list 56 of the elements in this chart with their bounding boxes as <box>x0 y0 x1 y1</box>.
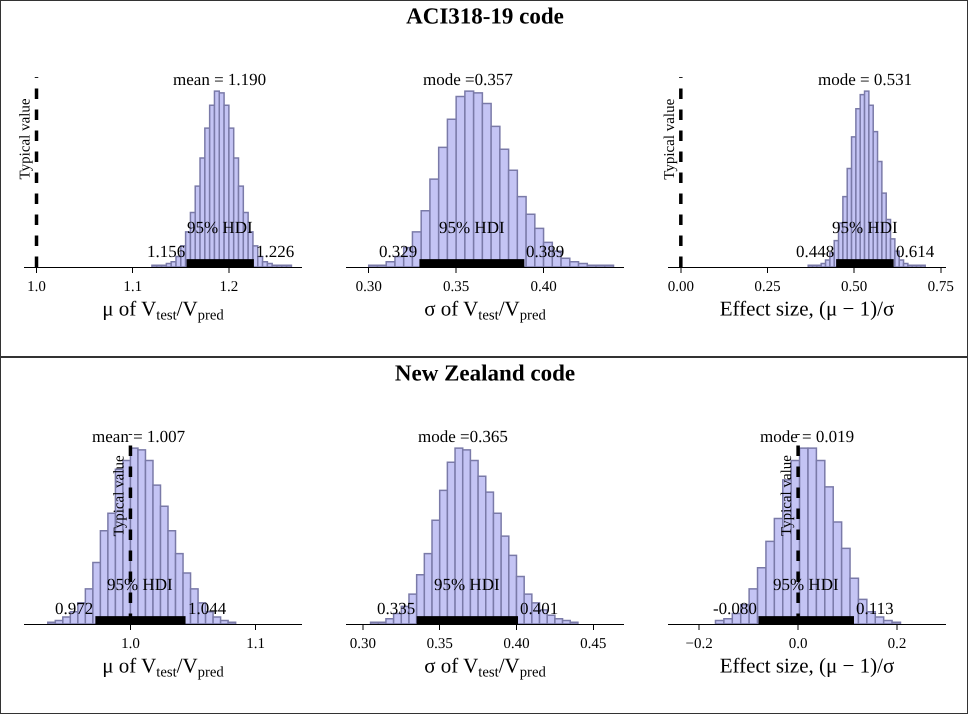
band-label: 95% HDI <box>107 575 173 594</box>
ref-line-label: Typical value <box>18 98 34 180</box>
annotation: mean = 1.007 <box>92 427 186 446</box>
annotation: 0.972 <box>55 599 94 618</box>
ref-line-label: Typical value <box>662 98 678 180</box>
x-tick-label: −0.2 <box>686 636 713 652</box>
x-tick-label: 0.35 <box>443 279 470 296</box>
x-axis-title: μ of V$_{test}$/V$_{pred}$ <box>102 653 224 681</box>
x-tick-label: 0.0 <box>788 636 808 652</box>
x-tick-label: 1.1 <box>246 636 266 652</box>
annotation: 0.614 <box>896 242 935 261</box>
x-tick-label: 1.0 <box>27 279 46 296</box>
x-tick-label: 0.50 <box>841 279 868 296</box>
x-tick-label: 1.2 <box>220 279 238 296</box>
annotation: 0.448 <box>796 242 834 261</box>
annotation: 0.113 <box>856 599 894 618</box>
annotation: mode =0.365 <box>418 427 508 446</box>
band-label: 95% HDI <box>773 575 839 594</box>
annotation: -0.080 <box>713 599 757 618</box>
x-tick-label: 0.35 <box>426 636 453 652</box>
annotation: 1.226 <box>256 242 294 261</box>
band-label: 95% HDI <box>832 218 898 237</box>
annotation: mean = 1.190 <box>173 70 266 89</box>
x-tick-label: 0.30 <box>356 279 382 296</box>
band-label: 95% HDI <box>187 218 253 237</box>
x-tick-label: 0.40 <box>503 636 530 652</box>
x-axis-title: μ of V$_{test}$/V$_{pred}$ <box>102 296 224 324</box>
x-tick-label: 0.40 <box>530 279 557 296</box>
x-tick-label: 1.1 <box>123 279 142 296</box>
x-tick-label: 0.75 <box>928 279 954 296</box>
x-axis-title: σ of V$_{test}$/V$_{pred}$ <box>424 653 546 681</box>
annotation: 0.401 <box>520 599 558 618</box>
chart-title: ACI318-19 code <box>406 3 564 28</box>
x-axis-title: σ of V$_{test}$/V$_{pred}$ <box>424 296 546 324</box>
annotation: 0.329 <box>379 242 418 261</box>
ref-line-label: Typical value <box>779 454 796 536</box>
x-axis-title: Effect size, (μ − 1)/σ <box>720 653 894 678</box>
chart-title: New Zealand code <box>394 360 576 386</box>
annotation: mode = 0.019 <box>760 427 854 446</box>
annotation: 1.156 <box>147 242 186 261</box>
x-tick-label: 0.2 <box>888 636 906 652</box>
x-tick-label: 0.45 <box>580 636 606 652</box>
ref-line-label: Typical value <box>112 455 128 536</box>
annotation: mode = 0.531 <box>818 70 912 89</box>
bar <box>902 262 909 267</box>
band-label: 95% HDI <box>439 218 505 237</box>
annotation: 0.389 <box>526 242 564 261</box>
x-tick-label: 0.00 <box>668 279 694 296</box>
x-tick-label: 0.25 <box>754 279 781 296</box>
band-label: 95% HDI <box>434 575 500 594</box>
annotation: 1.044 <box>188 599 227 618</box>
x-tick-label: 1.0 <box>121 636 140 652</box>
x-axis-title: Effect size, (μ − 1)/σ <box>720 296 894 320</box>
annotation: mode =0.357 <box>423 70 514 89</box>
annotation: 0.335 <box>377 599 416 618</box>
x-tick-label: 0.30 <box>350 636 376 652</box>
